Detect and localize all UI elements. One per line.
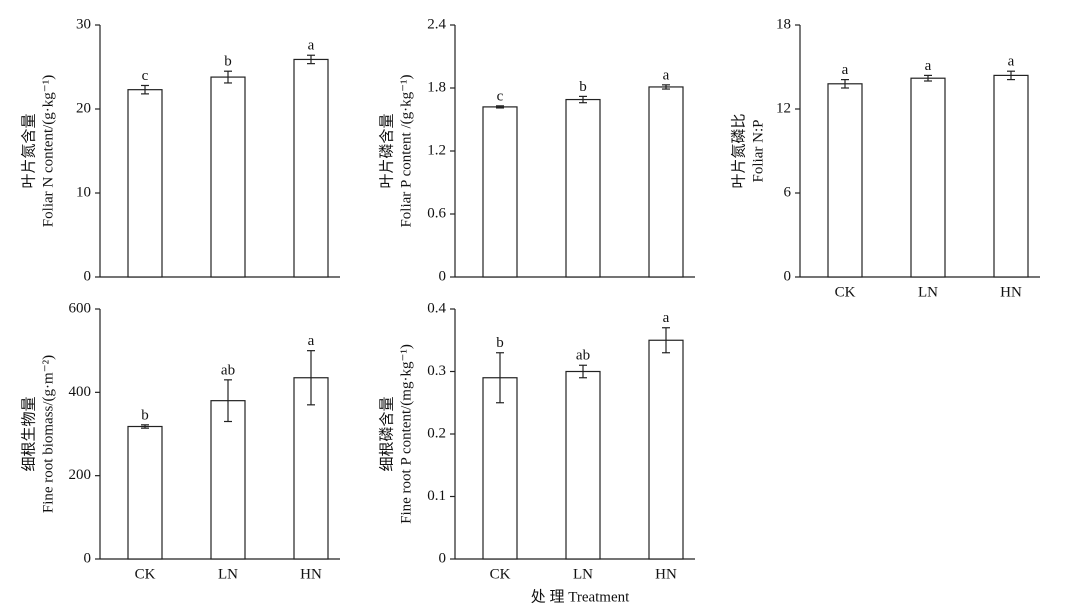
y-axis-label: 细根磷含量 [378, 396, 395, 471]
y-tick-label: 200 [69, 467, 92, 483]
y-axis-label: 叶片氮含量 [20, 113, 37, 188]
y-tick-label: 0.3 [427, 363, 446, 379]
significance-letter: b [579, 79, 587, 95]
significance-letter: a [308, 38, 315, 54]
significance-letter: c [497, 88, 504, 104]
y-tick-label: 0 [439, 550, 447, 566]
y-axis-label: Foliar P content /(g·kg⁻¹) [398, 74, 414, 227]
y-tick-label: 400 [69, 384, 92, 400]
y-tick-label: 0 [439, 268, 447, 284]
x-tick-label: LN [573, 566, 593, 582]
x-tick-label: HN [655, 566, 677, 582]
significance-letter: a [1008, 54, 1015, 70]
x-tick-label: LN [918, 284, 938, 300]
x-tick-label: CK [135, 566, 156, 582]
bar [993, 74, 1029, 278]
y-tick-label: 0 [84, 550, 92, 566]
bar [827, 83, 863, 278]
y-tick-label: 0 [784, 268, 792, 284]
x-tick-label: CK [835, 284, 856, 300]
significance-letter: c [142, 68, 149, 84]
bar [293, 58, 329, 278]
significance-letter: b [496, 335, 504, 351]
bar [910, 77, 946, 278]
significance-letter: a [663, 67, 670, 83]
y-tick-label: 1.8 [427, 79, 446, 95]
bar [127, 425, 163, 560]
significance-letter: a [925, 58, 932, 74]
y-tick-label: 20 [76, 100, 91, 116]
y-tick-label: 18 [776, 16, 791, 32]
significance-letter: a [308, 333, 315, 349]
bar [565, 370, 601, 560]
y-tick-label: 600 [69, 300, 92, 316]
bar [648, 339, 684, 560]
y-tick-label: 0.6 [427, 205, 446, 221]
x-axis-label: 处 理 Treatment [531, 588, 630, 605]
bar [565, 98, 601, 278]
y-tick-label: 0.1 [427, 488, 446, 504]
y-tick-label: 0 [84, 268, 92, 284]
y-tick-label: 30 [76, 16, 91, 32]
bar [482, 377, 518, 560]
y-tick-label: 1.2 [427, 142, 446, 158]
x-tick-label: CK [490, 566, 511, 582]
significance-letter: ab [576, 348, 590, 364]
bar [210, 76, 246, 278]
significance-letter: a [663, 310, 670, 326]
y-axis-label: Foliar N:P [750, 120, 766, 183]
x-tick-label: HN [300, 566, 322, 582]
bar [293, 377, 329, 560]
bar [127, 89, 163, 278]
bar [648, 86, 684, 278]
x-tick-label: HN [1000, 284, 1022, 300]
y-tick-label: 0.2 [427, 425, 446, 441]
y-tick-label: 12 [776, 100, 791, 116]
significance-letter: ab [221, 362, 235, 378]
y-tick-label: 6 [784, 184, 792, 200]
significance-letter: b [141, 407, 149, 423]
y-tick-label: 2.4 [427, 16, 446, 32]
y-axis-label: Fine root biomass/(g·m⁻²) [40, 355, 56, 513]
y-tick-label: 0.4 [427, 300, 446, 316]
x-tick-label: LN [218, 566, 238, 582]
bar [482, 106, 518, 278]
significance-letter: a [842, 62, 849, 78]
y-axis-label: Foliar N content/(g·kg⁻¹) [40, 75, 56, 227]
significance-letter: b [224, 54, 232, 70]
y-tick-label: 10 [76, 184, 91, 200]
bar [210, 400, 246, 560]
y-axis-label: 叶片氮磷比 [730, 113, 747, 188]
y-axis-label: 细根生物量 [20, 396, 37, 471]
y-axis-label: 叶片磷含量 [378, 113, 395, 188]
y-axis-label: Fine root P content/(mg·kg⁻¹) [398, 344, 414, 524]
